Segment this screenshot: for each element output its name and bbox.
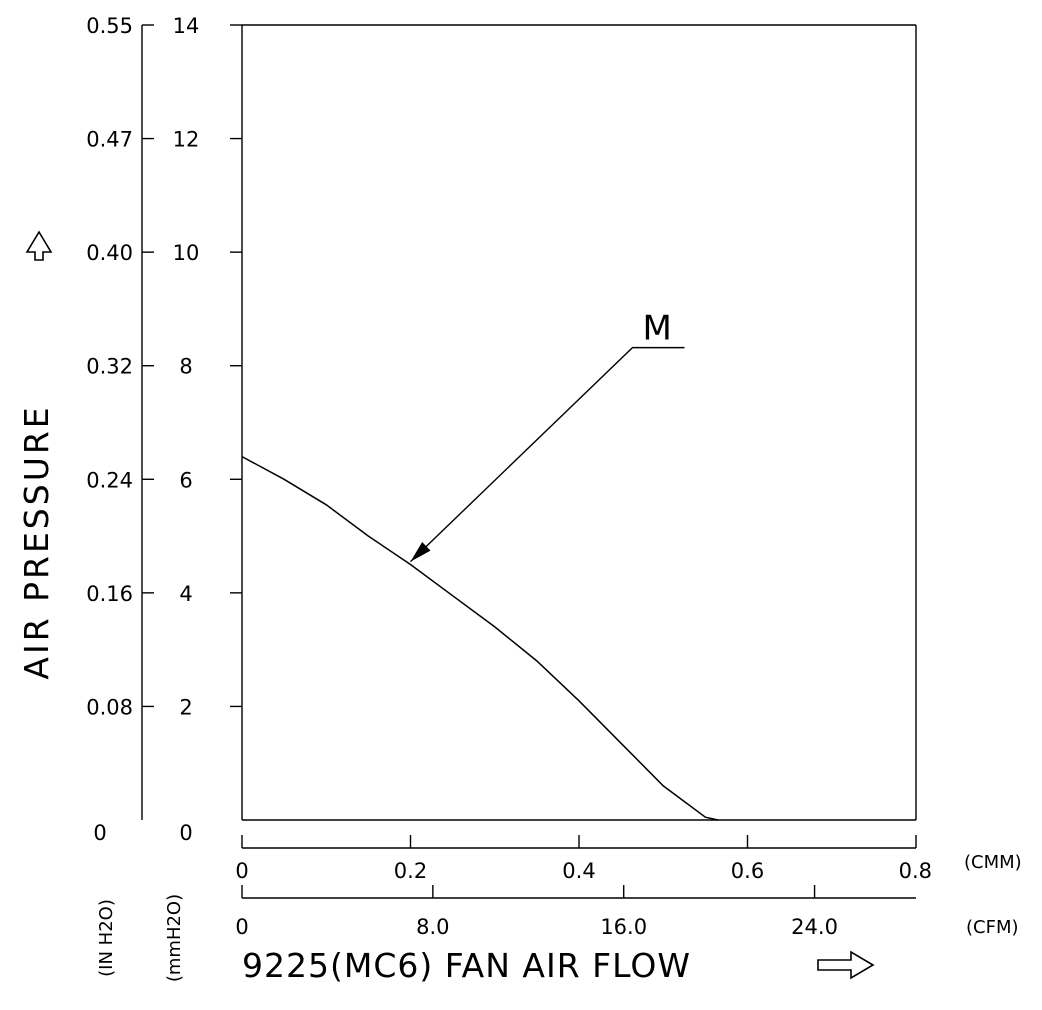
- x-tick-label-cmm: 0.6: [731, 859, 764, 883]
- annotation-leader-line: [410, 346, 685, 563]
- arrow-right-icon: [817, 950, 875, 980]
- y-tick-label-mm: 2: [179, 695, 192, 719]
- x-tick-label-cfm: 8.0: [416, 915, 449, 939]
- y-tick-label-mm: 4: [179, 582, 192, 606]
- inh2o-unit-label: (IN H2O): [96, 899, 117, 977]
- annotation-arrowhead: [410, 542, 431, 562]
- x-tick-label-cfm: 0: [235, 915, 248, 939]
- y-tick-label-in: 0.24: [86, 468, 133, 492]
- y-tick-label-in: 0.16: [86, 582, 133, 606]
- annotation-label-M: M: [643, 309, 672, 349]
- y-tick-label-mm: 8: [179, 355, 192, 379]
- y-tick-label-in: 0.47: [86, 128, 133, 152]
- cmm-unit-label: (CMM): [964, 852, 1022, 873]
- x-tick-group: 0 0.2 0.4 0.6 0.8 0 8.0 16.0 24.0: [235, 835, 932, 939]
- y-tick-label-in: 0.32: [86, 355, 133, 379]
- x-tick-label-cfm: 16.0: [600, 915, 647, 939]
- x-tick-label-cfm: 24.0: [791, 915, 838, 939]
- x-tick-label-cmm: 0.2: [394, 859, 427, 883]
- y-tick-label-in: 0: [93, 821, 106, 845]
- arrow-up-icon: [25, 230, 53, 261]
- cfm-unit-label: (CFM): [966, 917, 1019, 938]
- chart-title: 9225(MC6) FAN AIR FLOW: [242, 946, 691, 985]
- x-tick-label-cmm: 0.8: [899, 859, 932, 883]
- y-tick-label-mm: 14: [173, 14, 200, 38]
- y-axis-title: AIR PRESSURE: [17, 404, 56, 679]
- y-tick-label-in: 0.08: [86, 695, 133, 719]
- mmh2o-unit-label: (mmH2O): [164, 894, 185, 982]
- y-tick-label-mm: 6: [179, 468, 192, 492]
- series-line-M: [241, 455, 719, 821]
- y-tick-label-in: 0.40: [86, 241, 133, 265]
- x-tick-label-cmm: 0.4: [562, 859, 595, 883]
- y-tick-label-in: 0.55: [86, 14, 133, 38]
- y-tick-group: 0 0 2 0.08 4 0.16 6 0.24 8 0.32 10 0.40 12 0.47 14 0.55: [86, 14, 242, 845]
- y-tick-label-mm: 0: [179, 821, 192, 845]
- x-tick-label-cmm: 0: [235, 859, 248, 883]
- y-tick-label-mm: 12: [173, 128, 200, 152]
- y-tick-label-mm: 10: [173, 241, 200, 265]
